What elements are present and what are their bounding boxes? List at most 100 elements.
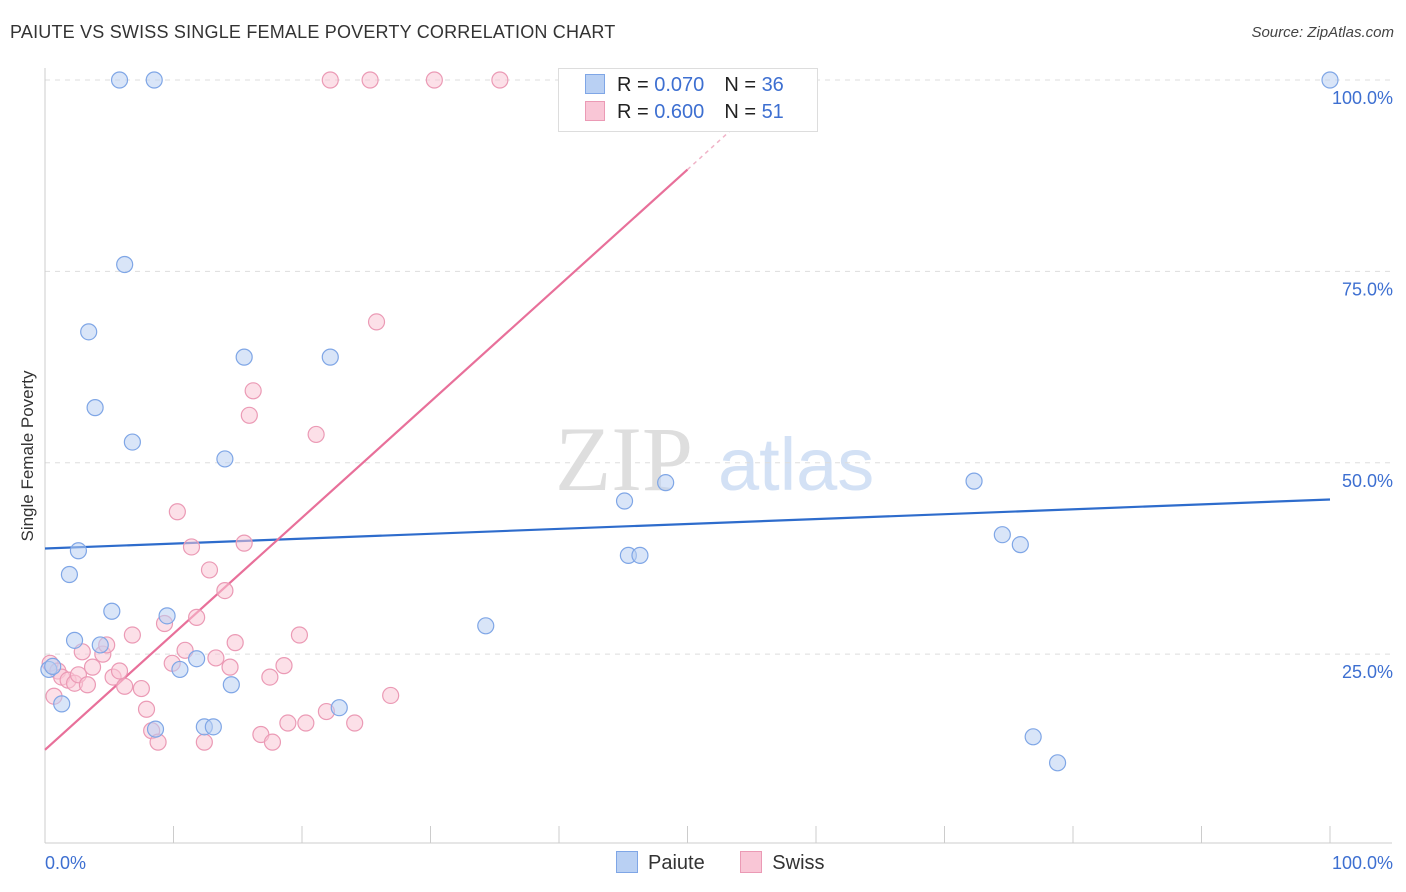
point-swiss [78, 676, 97, 694]
chart-title: PAIUTE VS SWISS SINGLE FEMALE POVERTY CO… [10, 22, 616, 42]
point-paiute [1024, 728, 1042, 746]
swiss-r-label: R = [617, 101, 649, 123]
point-swiss [116, 677, 134, 695]
swiss-n-value: 51 [761, 101, 784, 123]
point-paiute [171, 660, 189, 679]
point-swiss [382, 686, 400, 705]
paiute-swatch [585, 74, 605, 94]
paiute-n-value: 36 [761, 74, 784, 96]
point-paiute [188, 650, 206, 668]
point-swiss [279, 714, 297, 732]
point-swiss [226, 634, 244, 652]
point-swiss [290, 626, 309, 644]
point-swiss [263, 733, 282, 751]
point-paiute [110, 71, 129, 89]
y-tick-label: 100.0% [1332, 88, 1393, 108]
watermark-atlas: atlas [718, 423, 874, 506]
point-swiss [491, 71, 509, 89]
point-paiute [222, 676, 240, 694]
point-swiss [235, 534, 253, 552]
point-paiute [91, 636, 109, 654]
point-swiss [244, 382, 262, 400]
watermark: ZIP atlas [555, 408, 874, 510]
y-tick-label: 50.0% [1342, 471, 1393, 491]
point-paiute [477, 617, 495, 635]
x-tick-label: 100.0% [1332, 853, 1393, 873]
point-paiute [216, 450, 234, 468]
point-swiss [132, 679, 150, 698]
point-swiss [123, 626, 141, 644]
point-swiss [275, 657, 293, 675]
point-swiss [307, 425, 325, 444]
point-paiute [1048, 754, 1067, 772]
point-paiute [145, 71, 163, 89]
trend-line-paiute [44, 498, 1331, 550]
point-paiute [321, 348, 339, 366]
point-paiute [123, 433, 141, 451]
y-tick-label: 75.0% [1342, 279, 1393, 299]
point-swiss [188, 608, 206, 626]
point-swiss [137, 700, 156, 718]
point-paiute [1321, 71, 1339, 89]
legend-swiss-label: Swiss [772, 852, 825, 874]
point-paiute [657, 474, 675, 492]
legend-item-paiute[interactable]: Paiute [616, 851, 705, 875]
correlation-legend: R = 0.070 N = 36 R = 0.600 N = 51 [558, 68, 818, 132]
point-swiss [361, 71, 379, 89]
paiute-n-label: N = [724, 74, 756, 96]
point-paiute [65, 631, 84, 649]
legend-swiss-swatch [740, 851, 763, 873]
swiss-n-label: N = [724, 101, 756, 123]
point-paiute [69, 542, 88, 560]
point-paiute [615, 492, 634, 510]
tick-labels: 25.0% 50.0% 75.0% 100.0% 0.0% 100.0% [45, 88, 1393, 873]
point-swiss [200, 561, 219, 579]
data-points [40, 71, 1339, 772]
point-paiute [116, 255, 134, 274]
point-swiss [182, 538, 201, 556]
point-paiute [993, 526, 1011, 544]
legend-paiute-label: Paiute [648, 852, 705, 874]
point-paiute [631, 546, 649, 564]
paiute-r-label: R = [617, 74, 649, 96]
swiss-swatch [585, 101, 605, 121]
point-swiss [216, 581, 234, 600]
point-paiute [235, 348, 253, 366]
legend-item-swiss[interactable]: Swiss [740, 851, 825, 875]
point-paiute [60, 565, 79, 584]
point-swiss [168, 503, 186, 521]
point-swiss [195, 733, 213, 751]
point-paiute [1011, 536, 1029, 554]
axes [44, 68, 1392, 844]
legend-paiute-swatch [616, 851, 638, 873]
point-paiute [44, 657, 62, 675]
y-tick-label: 25.0% [1342, 662, 1393, 682]
point-swiss [297, 714, 315, 732]
trend-line-swiss [44, 168, 689, 751]
point-swiss [176, 641, 194, 659]
point-paiute [330, 699, 348, 717]
point-swiss [207, 649, 225, 667]
x-tick-label: 0.0% [45, 853, 86, 873]
point-paiute [965, 472, 983, 490]
point-paiute [103, 602, 121, 620]
point-paiute [53, 695, 71, 713]
swiss-r-value: 0.600 [654, 101, 705, 123]
point-swiss [425, 71, 443, 89]
point-swiss [261, 668, 279, 686]
point-paiute [158, 607, 176, 625]
point-paiute [80, 323, 98, 341]
point-swiss [110, 662, 129, 680]
point-paiute [86, 399, 104, 417]
point-swiss [221, 658, 239, 676]
point-swiss [240, 406, 258, 424]
point-swiss [367, 313, 386, 331]
chart-source: Source: ZipAtlas.com [1251, 24, 1394, 41]
paiute-r-value: 0.070 [654, 74, 705, 96]
point-swiss [83, 658, 102, 676]
point-paiute [146, 720, 165, 738]
point-paiute [204, 718, 222, 736]
point-swiss [321, 71, 339, 89]
series-legend: Paiute Swiss [616, 851, 855, 875]
